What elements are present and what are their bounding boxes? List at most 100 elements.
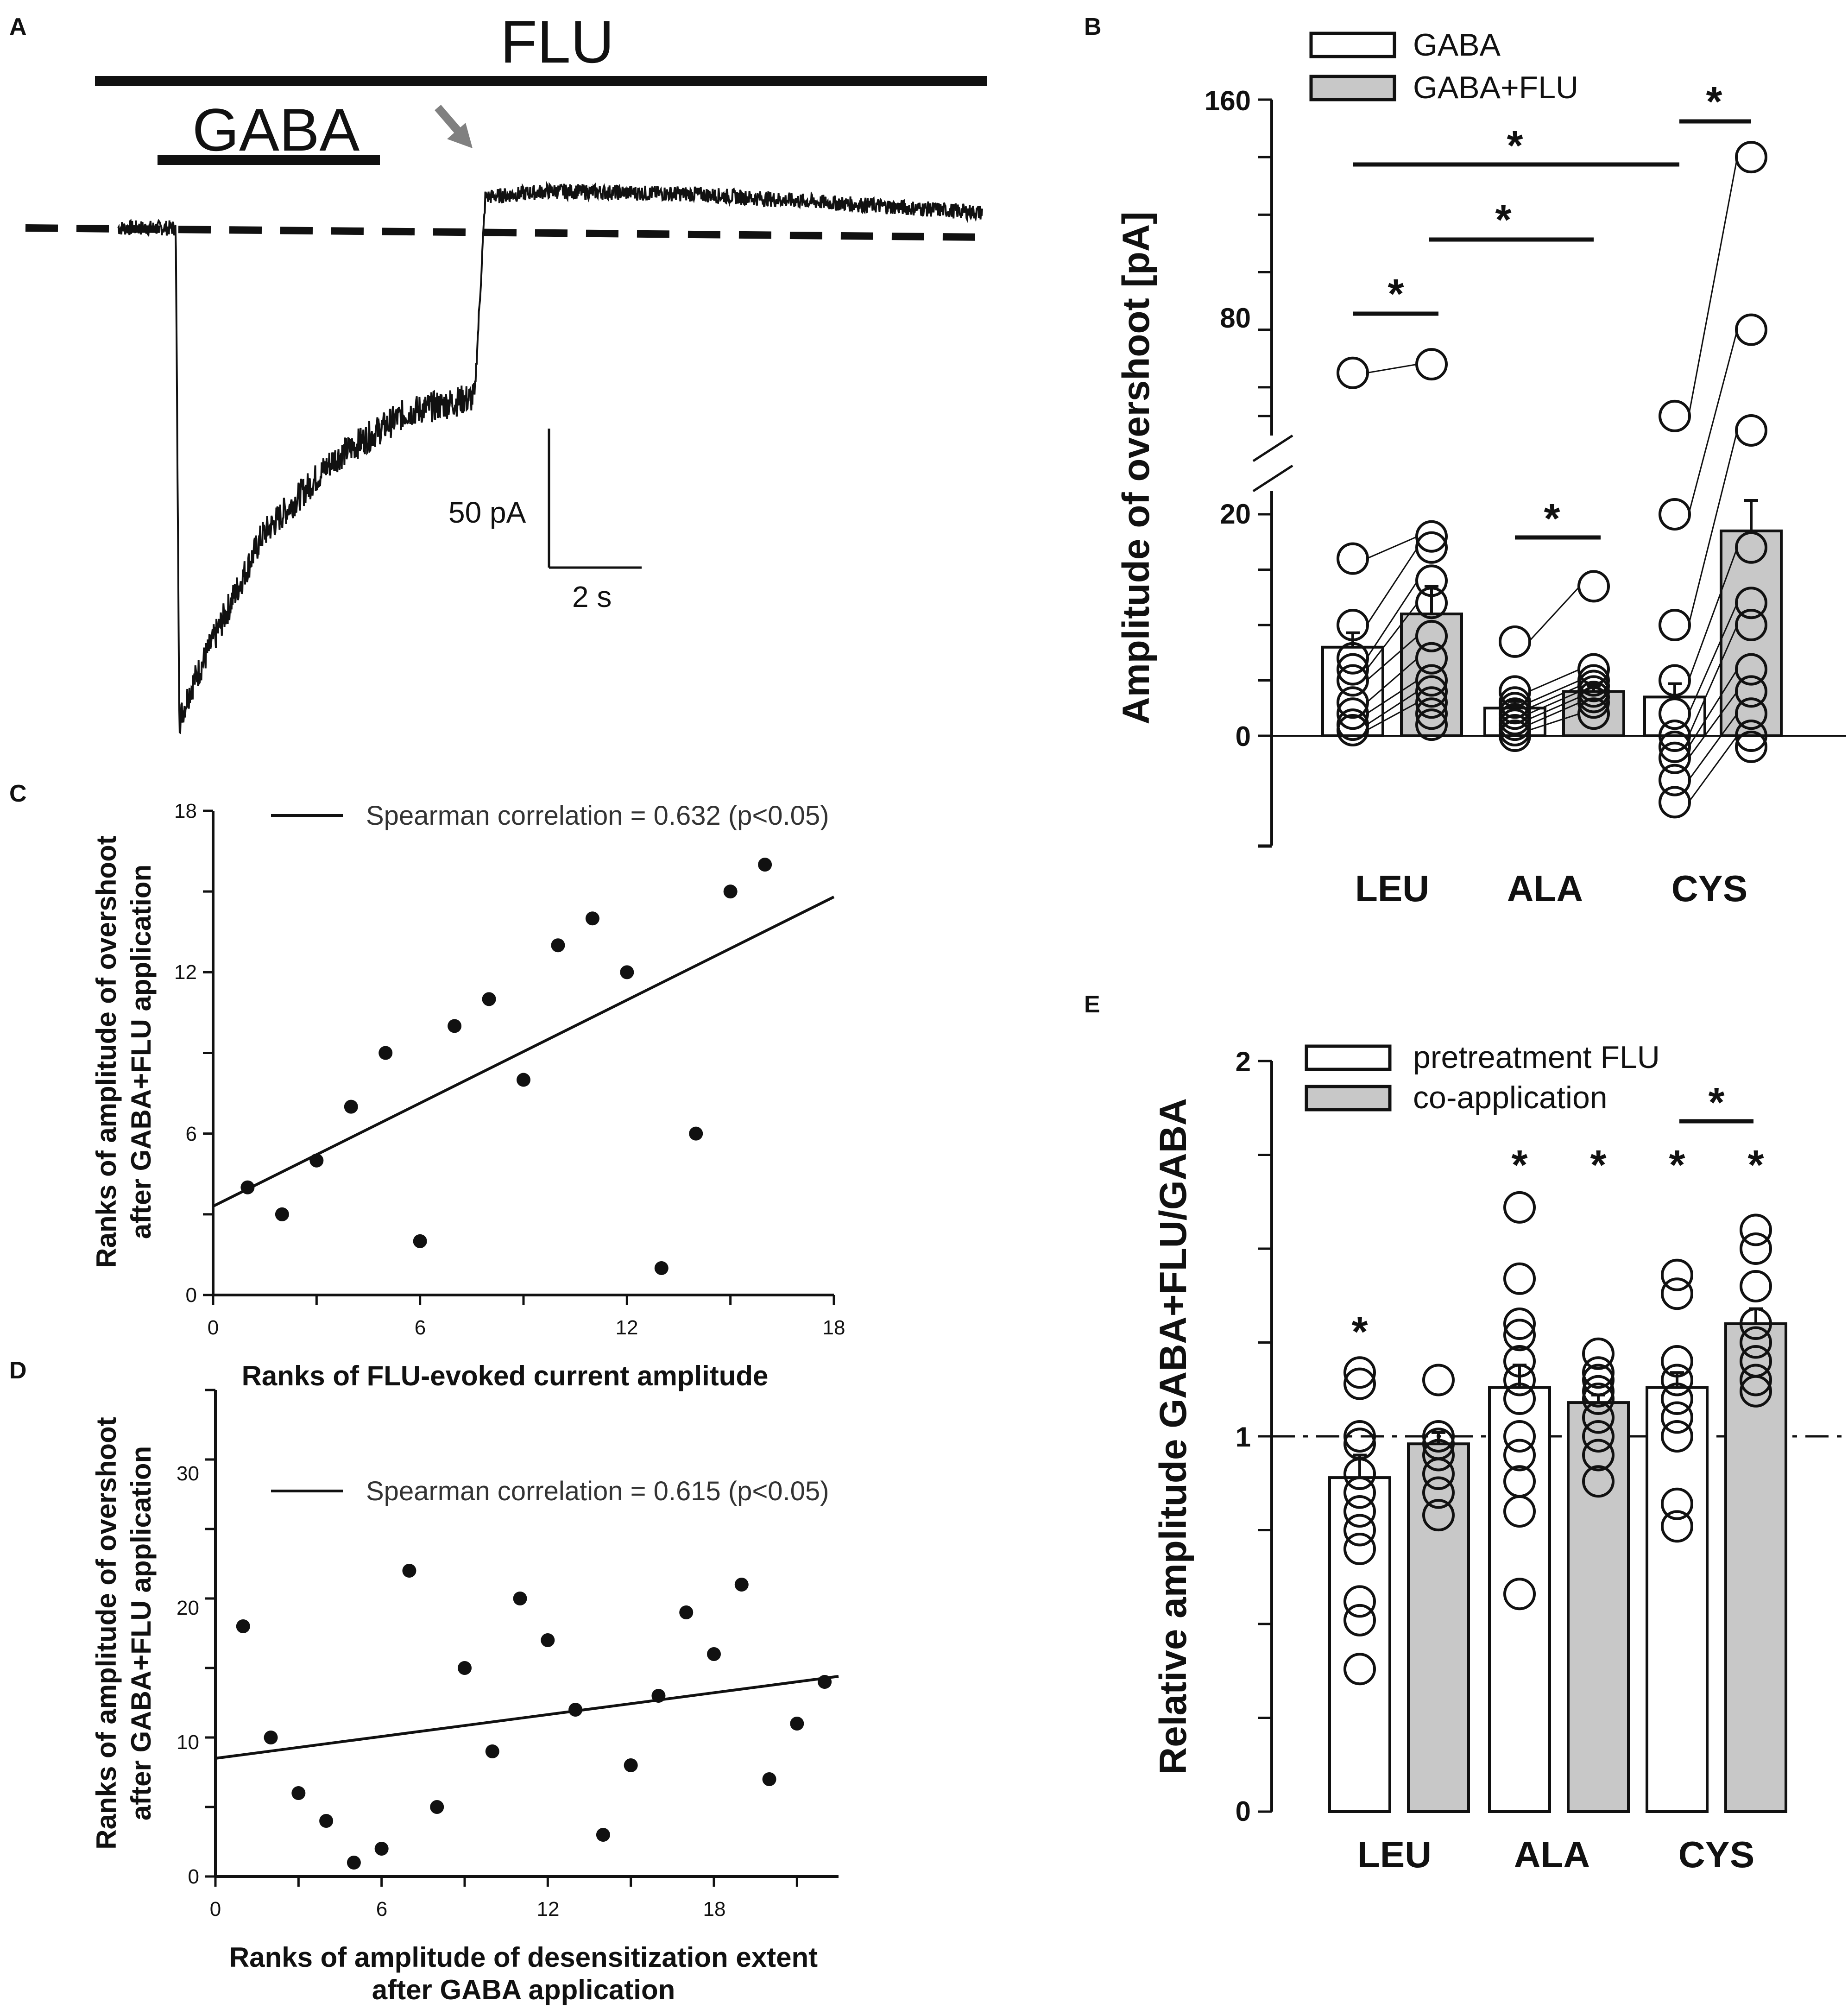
data-point bbox=[1740, 1308, 1772, 1340]
paired-line bbox=[1688, 157, 1738, 417]
paired-line bbox=[1528, 669, 1580, 692]
paired-line bbox=[1688, 735, 1738, 803]
scatter-point bbox=[448, 1019, 462, 1033]
bar-ala-coapplication bbox=[1567, 1401, 1630, 1813]
bar-group bbox=[1328, 1307, 1787, 1813]
data-point bbox=[1499, 675, 1531, 708]
panel-e-letter: E bbox=[1084, 991, 1100, 1018]
scale-time-label: 2 s bbox=[572, 580, 612, 613]
data-point bbox=[1582, 1420, 1615, 1453]
legend-label-gaba: GABA bbox=[1413, 27, 1501, 63]
sig-star: * bbox=[1351, 1309, 1368, 1355]
data-point bbox=[1582, 1364, 1615, 1396]
data-point bbox=[1503, 1420, 1536, 1453]
scatter-point bbox=[291, 1786, 306, 1800]
paired-line bbox=[1528, 696, 1580, 720]
y-tick-label: 30 bbox=[177, 1462, 199, 1485]
y-ticks bbox=[1258, 98, 1272, 848]
data-point bbox=[1659, 697, 1691, 730]
data-point bbox=[1659, 764, 1691, 796]
legend-label: Spearman correlation = 0.632 (p<0.05) bbox=[366, 801, 829, 831]
scatter-point bbox=[679, 1605, 694, 1619]
regression-line bbox=[212, 896, 835, 1208]
paired-line bbox=[1688, 713, 1738, 781]
data-point bbox=[1415, 642, 1448, 675]
data-point bbox=[1422, 1499, 1455, 1532]
panel-b: B GABA GABA+FLU 160 80 20 0 Amplitude of… bbox=[1084, 13, 1846, 909]
scatter-point bbox=[264, 1731, 278, 1744]
scatter-point bbox=[236, 1619, 250, 1633]
data-point bbox=[1735, 587, 1767, 619]
legend-label-coapplication: co-application bbox=[1413, 1080, 1608, 1115]
bar-ala-pretreatment bbox=[1488, 1386, 1551, 1813]
data-point bbox=[1337, 686, 1369, 719]
legend-swatch-coapplication bbox=[1305, 1085, 1392, 1112]
data-point bbox=[1582, 1439, 1615, 1472]
data-point bbox=[1415, 708, 1448, 741]
data-point bbox=[1659, 498, 1691, 531]
paired-line bbox=[1366, 680, 1418, 714]
paired-line bbox=[1366, 602, 1419, 670]
x-tick-label: 18 bbox=[703, 1898, 726, 1921]
data-point bbox=[1415, 564, 1448, 597]
data-point bbox=[1343, 1420, 1376, 1453]
bar-leu-pretreatment bbox=[1328, 1476, 1391, 1813]
data-point bbox=[1337, 714, 1369, 747]
y-axis-title: Relative amplitude GABA+FLU/GABA bbox=[1152, 1098, 1194, 1775]
category-label-leu: LEU bbox=[1355, 868, 1429, 909]
paired-line bbox=[1528, 685, 1580, 709]
paired-line bbox=[1366, 691, 1418, 726]
sig-star: * bbox=[1706, 79, 1722, 125]
scatter-point bbox=[402, 1564, 416, 1578]
data-points bbox=[1343, 1191, 1772, 1686]
data-point bbox=[1577, 686, 1610, 719]
data-point bbox=[1582, 1375, 1615, 1408]
paired-lines bbox=[1366, 157, 1738, 803]
paired-line bbox=[1688, 602, 1738, 714]
scatter-point bbox=[319, 1814, 334, 1828]
sig-star: * bbox=[1388, 271, 1404, 317]
scatter-point bbox=[517, 1073, 530, 1087]
data-point bbox=[1582, 1465, 1615, 1498]
panel-d: D 0 6 12 18 0 10 20 30 Spearman correlat… bbox=[9, 1357, 839, 2005]
paired-line bbox=[1366, 363, 1418, 374]
data-point bbox=[1735, 697, 1767, 730]
y-axis-title-line1: Ranks of amplitude of overshoot bbox=[91, 835, 122, 1268]
scatter-point bbox=[620, 965, 634, 979]
data-point bbox=[1415, 619, 1448, 652]
sig-star: * bbox=[1590, 1142, 1606, 1188]
data-point bbox=[1343, 1367, 1376, 1400]
scatter-point bbox=[585, 911, 599, 926]
data-point bbox=[1740, 1232, 1772, 1265]
legend-label: Spearman correlation = 0.615 (p<0.05) bbox=[366, 1476, 829, 1506]
legend-swatch-gaba bbox=[1309, 32, 1396, 58]
y-ticks bbox=[1258, 1060, 1272, 1813]
paired-line bbox=[1366, 536, 1418, 559]
paired-line bbox=[1688, 329, 1738, 515]
data-point bbox=[1740, 1213, 1772, 1246]
scatter-point bbox=[689, 1126, 703, 1141]
data-point bbox=[1503, 1319, 1536, 1352]
paired-line bbox=[1366, 547, 1419, 625]
y-tick-label: 0 bbox=[1236, 1796, 1251, 1827]
paired-line bbox=[1688, 625, 1738, 736]
legend-label-gaba-flu: GABA+FLU bbox=[1413, 70, 1578, 105]
data-point bbox=[1415, 531, 1448, 564]
x-axis-title-line2: after GABA application bbox=[372, 1974, 675, 2005]
scatter-point bbox=[513, 1592, 527, 1605]
panel-e: E pretreatment FLU co-application 2 1 0 … bbox=[1084, 991, 1842, 1875]
data-point bbox=[1503, 1262, 1536, 1295]
y-tick-label: 2 bbox=[1236, 1046, 1251, 1077]
y-axis-title-line2: after GABA+FLU application bbox=[126, 1446, 157, 1820]
data-point bbox=[1343, 1653, 1376, 1686]
data-point bbox=[1343, 1514, 1376, 1547]
y-tick-label: 10 bbox=[177, 1731, 199, 1754]
data-point bbox=[1735, 675, 1767, 708]
data-point bbox=[1503, 1364, 1536, 1396]
data-point bbox=[1343, 1585, 1376, 1618]
data-point bbox=[1661, 1258, 1693, 1291]
data-point bbox=[1582, 1356, 1615, 1389]
y-axis-title-line2: after GABA+FLU application bbox=[126, 865, 157, 1239]
paired-line bbox=[1366, 580, 1419, 659]
scatter-point bbox=[551, 938, 565, 953]
